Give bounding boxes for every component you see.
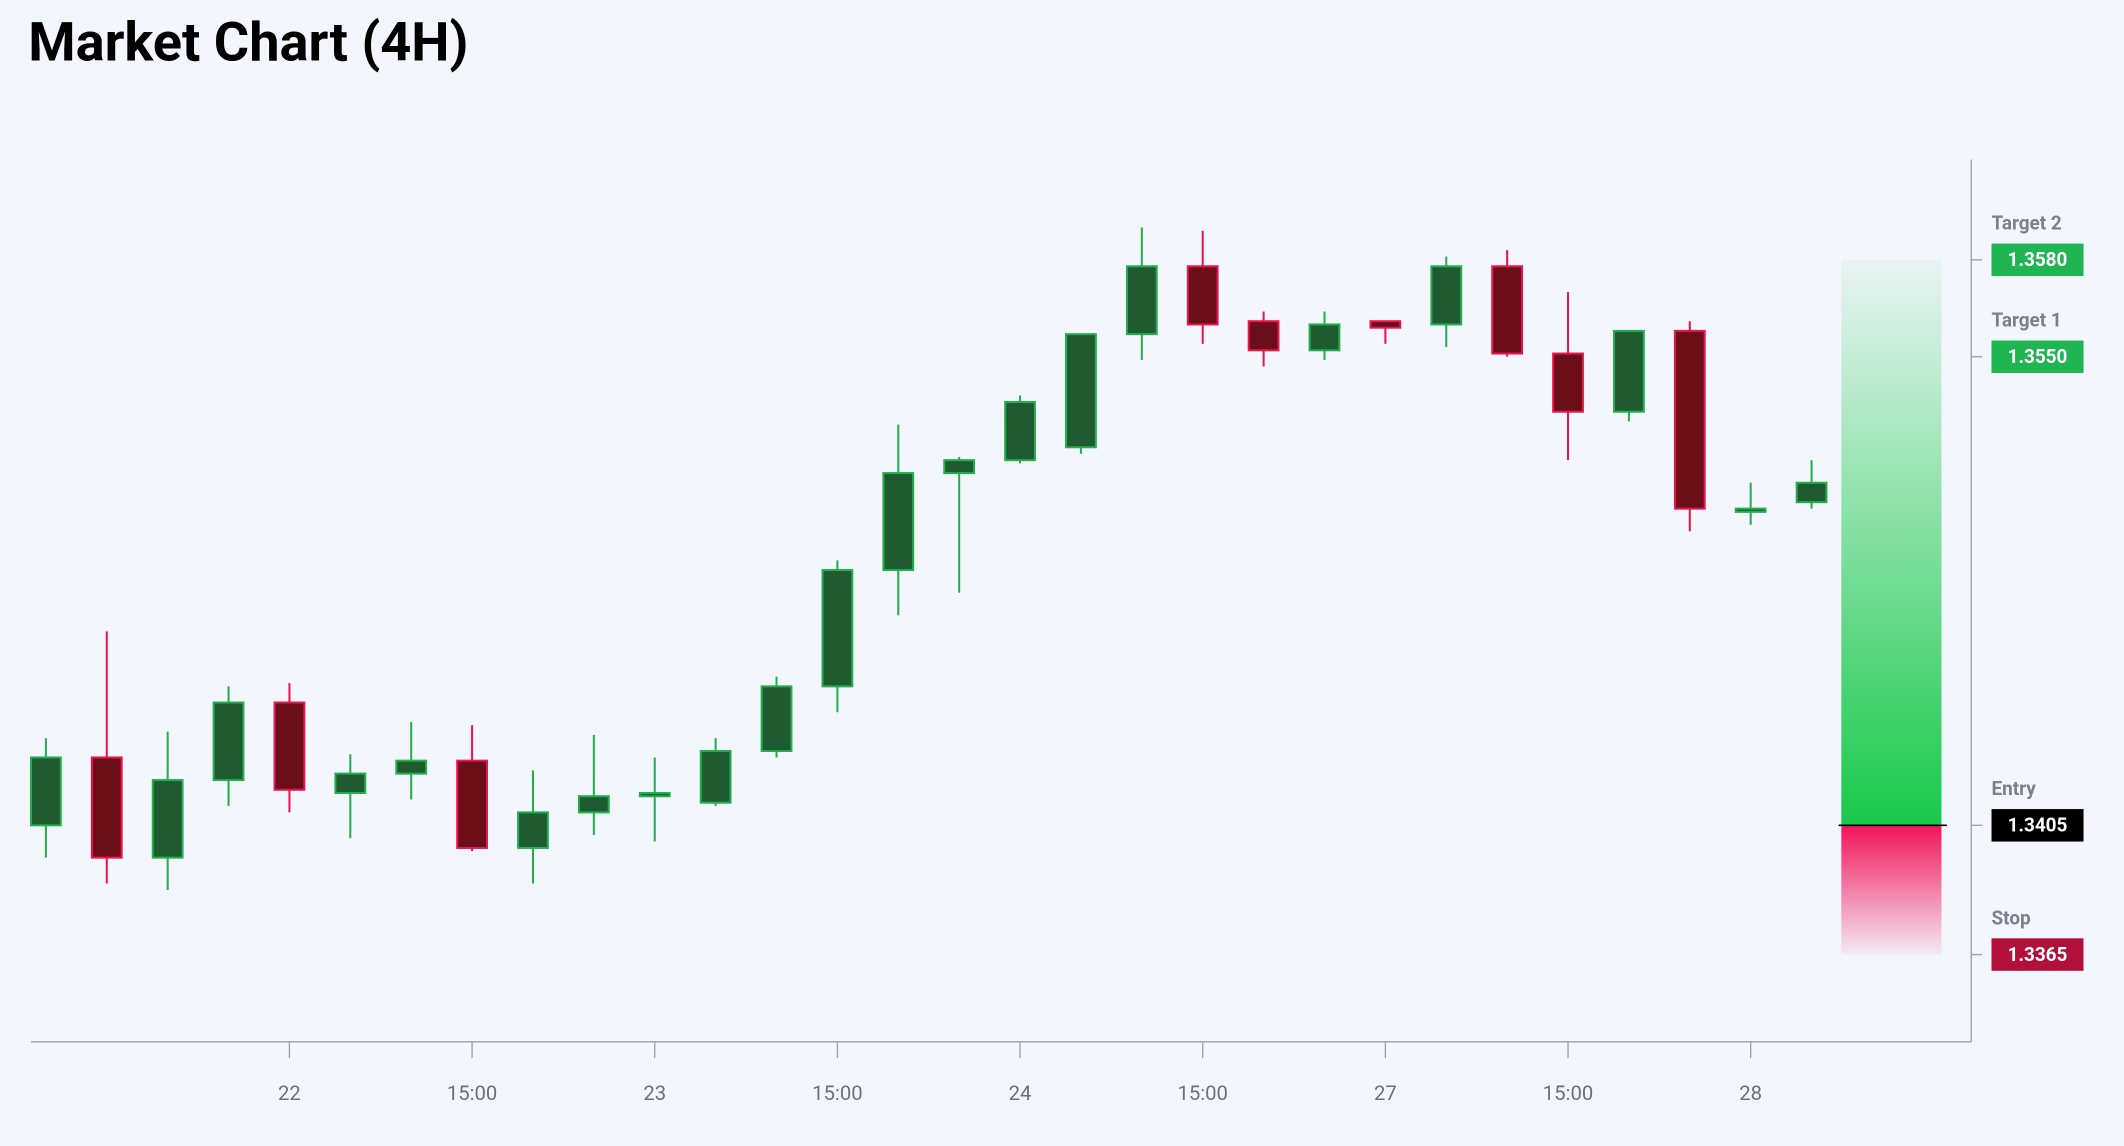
level-badge: [1991, 938, 2084, 971]
candle-body: [212, 701, 245, 782]
x-tick-label: 22: [278, 1081, 301, 1105]
candle-body: [1125, 265, 1158, 336]
level-value: 1.3550: [2008, 345, 2068, 368]
candle-body: [273, 701, 306, 791]
x-tick-label: 24: [1009, 1081, 1032, 1105]
candle-body: [1613, 329, 1645, 413]
x-tick-label: 15:00: [1177, 1081, 1228, 1105]
x-tick-label: 15:00: [812, 1081, 863, 1105]
candle-body: [1673, 329, 1706, 510]
candle-body: [943, 459, 976, 475]
level-name: Entry: [1992, 777, 2037, 800]
candle-body: [151, 779, 184, 859]
level-value: 1.3580: [2008, 248, 2068, 271]
candle-body: [29, 756, 62, 827]
candle-body: [699, 749, 732, 804]
loss-zone: [1841, 825, 1942, 955]
candle-body: [90, 756, 123, 859]
candle-body: [1734, 507, 1767, 513]
level-value: 1.3365: [2008, 943, 2068, 966]
x-tick-label: 28: [1739, 1081, 1762, 1105]
candle-body: [1247, 320, 1280, 352]
x-tick-label: 15:00: [447, 1081, 498, 1105]
candle-body: [456, 759, 488, 849]
level-name: Target 2: [1992, 212, 2062, 235]
level-value: 1.3405: [2008, 814, 2068, 837]
candle-body: [638, 791, 671, 798]
candle-body: [821, 569, 854, 688]
level-name: Stop: [1992, 906, 2032, 929]
profit-zone: [1841, 259, 1942, 826]
candle-body: [1795, 481, 1828, 504]
x-tick-label: 27: [1374, 1081, 1397, 1105]
candle-body: [882, 472, 915, 572]
candle-body: [1369, 320, 1402, 329]
x-tick-label: 15:00: [1543, 1081, 1594, 1105]
candle-body: [334, 772, 367, 795]
candle-body: [577, 795, 610, 814]
level-badge: [1991, 340, 2084, 374]
candle-body: [1552, 352, 1584, 413]
candle-body: [1186, 265, 1219, 326]
candle-body: [395, 759, 428, 775]
candle-body: [1308, 323, 1341, 352]
candle-body: [1430, 265, 1463, 326]
x-tick-label: 23: [643, 1081, 666, 1105]
candle-body: [760, 685, 793, 753]
level-name: Target 1: [1992, 309, 2062, 332]
level-badge: [1991, 243, 2084, 277]
level-badge: [1991, 809, 2084, 842]
candle-body: [517, 811, 549, 849]
candle-body: [1004, 400, 1036, 462]
candle-body: [1491, 265, 1524, 355]
candle-body: [1065, 333, 1097, 449]
chart-title: Market Chart (4H): [28, 11, 468, 74]
